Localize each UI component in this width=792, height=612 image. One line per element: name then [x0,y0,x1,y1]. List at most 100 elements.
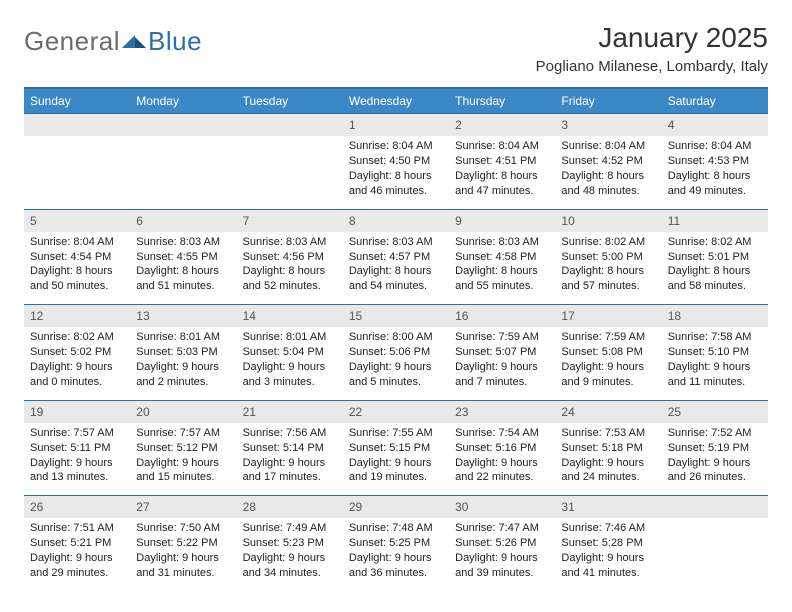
daylight-line: Daylight: 9 hours and 19 minutes. [349,456,443,486]
calendar-daynum-row: 1234 [24,114,768,137]
day-content-cell: Sunrise: 8:04 AMSunset: 4:52 PMDaylight:… [555,136,661,209]
sunset-line: Sunset: 5:02 PM [30,345,124,360]
sunset-line: Sunset: 4:53 PM [668,154,762,169]
daylight-line: Daylight: 8 hours and 58 minutes. [668,264,762,294]
day-content-cell: Sunrise: 7:48 AMSunset: 5:25 PMDaylight:… [343,518,449,590]
day-content-cell [662,518,768,590]
daylight-line: Daylight: 8 hours and 48 minutes. [561,169,655,199]
sunset-line: Sunset: 5:16 PM [455,441,549,456]
sunset-line: Sunset: 5:04 PM [243,345,337,360]
daylight-line: Daylight: 9 hours and 0 minutes. [30,360,124,390]
day-number-cell: 10 [555,209,661,232]
day-content-cell: Sunrise: 8:02 AMSunset: 5:00 PMDaylight:… [555,232,661,305]
calendar-daynum-row: 12131415161718 [24,305,768,328]
sunrise-line: Sunrise: 7:46 AM [561,521,655,536]
day-number-cell: 17 [555,305,661,328]
daylight-line: Daylight: 9 hours and 2 minutes. [136,360,230,390]
sunset-line: Sunset: 5:01 PM [668,250,762,265]
sunrise-line: Sunrise: 8:01 AM [136,330,230,345]
sunrise-line: Sunrise: 7:54 AM [455,426,549,441]
daylight-line: Daylight: 9 hours and 11 minutes. [668,360,762,390]
daylight-line: Daylight: 9 hours and 17 minutes. [243,456,337,486]
sunrise-line: Sunrise: 8:04 AM [30,235,124,250]
sunrise-line: Sunrise: 7:59 AM [561,330,655,345]
day-number-cell: 8 [343,209,449,232]
sunset-line: Sunset: 5:26 PM [455,536,549,551]
page-title: January 2025 [536,22,768,54]
sunset-line: Sunset: 5:10 PM [668,345,762,360]
logo-icon [122,26,146,57]
sunrise-line: Sunrise: 8:01 AM [243,330,337,345]
day-number-cell: 19 [24,400,130,423]
sunrise-line: Sunrise: 8:03 AM [455,235,549,250]
calendar-table: SundayMondayTuesdayWednesdayThursdayFrid… [24,89,768,591]
calendar-content-row: Sunrise: 8:02 AMSunset: 5:02 PMDaylight:… [24,327,768,400]
logo: General Blue [24,26,202,57]
day-number-cell: 6 [130,209,236,232]
sunset-line: Sunset: 5:03 PM [136,345,230,360]
day-number-cell: 28 [237,496,343,519]
day-content-cell: Sunrise: 7:52 AMSunset: 5:19 PMDaylight:… [662,423,768,496]
daylight-line: Daylight: 9 hours and 36 minutes. [349,551,443,581]
sunset-line: Sunset: 5:07 PM [455,345,549,360]
calendar-header-row: SundayMondayTuesdayWednesdayThursdayFrid… [24,89,768,114]
day-content-cell: Sunrise: 8:04 AMSunset: 4:54 PMDaylight:… [24,232,130,305]
sunset-line: Sunset: 5:21 PM [30,536,124,551]
calendar-header-cell: Saturday [662,89,768,114]
sunrise-line: Sunrise: 7:50 AM [136,521,230,536]
location-label: Pogliano Milanese, Lombardy, Italy [536,58,768,75]
sunset-line: Sunset: 4:51 PM [455,154,549,169]
daylight-line: Daylight: 9 hours and 13 minutes. [30,456,124,486]
calendar-daynum-row: 19202122232425 [24,400,768,423]
day-content-cell: Sunrise: 7:47 AMSunset: 5:26 PMDaylight:… [449,518,555,590]
sunset-line: Sunset: 4:50 PM [349,154,443,169]
day-content-cell: Sunrise: 7:56 AMSunset: 5:14 PMDaylight:… [237,423,343,496]
day-content-cell: Sunrise: 8:04 AMSunset: 4:51 PMDaylight:… [449,136,555,209]
day-content-cell: Sunrise: 7:46 AMSunset: 5:28 PMDaylight:… [555,518,661,590]
day-content-cell: Sunrise: 8:04 AMSunset: 4:50 PMDaylight:… [343,136,449,209]
sunrise-line: Sunrise: 8:02 AM [561,235,655,250]
day-content-cell: Sunrise: 8:00 AMSunset: 5:06 PMDaylight:… [343,327,449,400]
day-number-cell: 18 [662,305,768,328]
day-number-cell: 27 [130,496,236,519]
day-number-cell: 30 [449,496,555,519]
sunrise-line: Sunrise: 7:57 AM [30,426,124,441]
day-number-cell: 20 [130,400,236,423]
day-content-cell: Sunrise: 7:59 AMSunset: 5:08 PMDaylight:… [555,327,661,400]
daylight-line: Daylight: 8 hours and 52 minutes. [243,264,337,294]
daylight-line: Daylight: 9 hours and 34 minutes. [243,551,337,581]
day-content-cell: Sunrise: 8:01 AMSunset: 5:03 PMDaylight:… [130,327,236,400]
day-number-cell: 14 [237,305,343,328]
day-content-cell: Sunrise: 8:03 AMSunset: 4:55 PMDaylight:… [130,232,236,305]
sunset-line: Sunset: 5:00 PM [561,250,655,265]
day-number-cell: 11 [662,209,768,232]
sunrise-line: Sunrise: 8:02 AM [30,330,124,345]
day-content-cell: Sunrise: 8:01 AMSunset: 5:04 PMDaylight:… [237,327,343,400]
daylight-line: Daylight: 8 hours and 57 minutes. [561,264,655,294]
day-content-cell [24,136,130,209]
day-content-cell: Sunrise: 7:58 AMSunset: 5:10 PMDaylight:… [662,327,768,400]
sunset-line: Sunset: 5:19 PM [668,441,762,456]
day-content-cell: Sunrise: 7:53 AMSunset: 5:18 PMDaylight:… [555,423,661,496]
calendar-content-row: Sunrise: 8:04 AMSunset: 4:50 PMDaylight:… [24,136,768,209]
sunrise-line: Sunrise: 8:04 AM [349,139,443,154]
day-number-cell: 12 [24,305,130,328]
sunset-line: Sunset: 4:52 PM [561,154,655,169]
sunrise-line: Sunrise: 7:59 AM [455,330,549,345]
day-number-cell: 25 [662,400,768,423]
daylight-line: Daylight: 8 hours and 46 minutes. [349,169,443,199]
calendar-header-cell: Wednesday [343,89,449,114]
day-number-cell: 2 [449,114,555,137]
day-content-cell: Sunrise: 8:03 AMSunset: 4:58 PMDaylight:… [449,232,555,305]
daylight-line: Daylight: 8 hours and 50 minutes. [30,264,124,294]
day-number-cell [130,114,236,137]
sunset-line: Sunset: 4:55 PM [136,250,230,265]
daylight-line: Daylight: 9 hours and 29 minutes. [30,551,124,581]
daylight-line: Daylight: 9 hours and 24 minutes. [561,456,655,486]
daylight-line: Daylight: 8 hours and 51 minutes. [136,264,230,294]
day-number-cell: 7 [237,209,343,232]
sunset-line: Sunset: 5:12 PM [136,441,230,456]
sunset-line: Sunset: 5:23 PM [243,536,337,551]
calendar-header-cell: Tuesday [237,89,343,114]
sunrise-line: Sunrise: 8:04 AM [455,139,549,154]
